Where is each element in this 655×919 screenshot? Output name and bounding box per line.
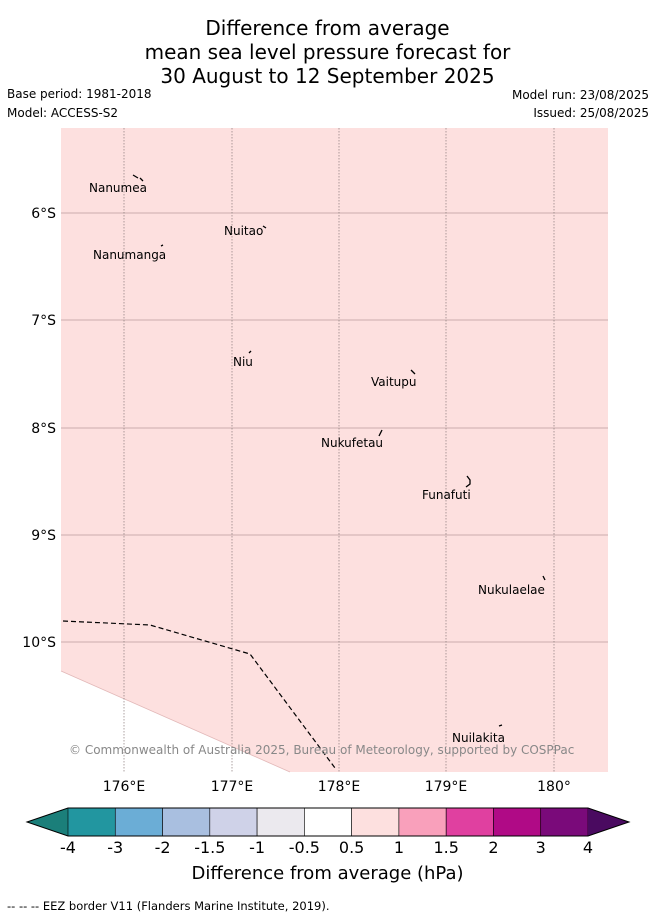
label-nanumea: Nanumea (89, 181, 147, 195)
colorbar-tick-label: 4 (583, 838, 593, 857)
colorbar-extend-low (27, 808, 68, 836)
lon-label-178e: 178°E (318, 779, 361, 795)
model-run: Model run: 23/08/2025 (511, 88, 649, 102)
latitude-gridlines (61, 212, 608, 643)
lat-label-8s: 8°S (31, 421, 56, 437)
lon-label-177e: 177°E (211, 779, 254, 795)
colorbar-segments (67, 807, 589, 837)
map-panel: Nanumea Nuitao Nanumanga Niu Vaitupu Nuk… (60, 128, 608, 773)
issued-date: Issued: 25/08/2025 (533, 106, 649, 120)
island-nukulaelae (542, 575, 546, 581)
colorbar-segment (114, 807, 163, 837)
colorbar: -4 -3 -2 -1.5 -1 -0.5 0.5 1 1.5 2 3 4 (25, 807, 631, 857)
colorbar-tick-label: -1.5 (194, 838, 225, 857)
colorbar-segment (209, 807, 258, 837)
colorbar-tick-label: 2 (488, 838, 498, 857)
model-name: Model: ACCESS-S2 (7, 106, 119, 120)
colorbar-segment (493, 807, 542, 837)
island-nukufetau (378, 429, 383, 437)
label-nuilakita: Nuilakita (452, 731, 505, 745)
colorbar-tick-label: 0.5 (339, 838, 364, 857)
pressure-field (61, 128, 608, 772)
title-line-2: mean sea level pressure forecast for (144, 40, 511, 64)
colorbar-tick-label: 3 (536, 838, 546, 857)
colorbar-segment (540, 807, 589, 837)
lat-label-7s: 7°S (31, 313, 56, 329)
island-nuilakita (498, 724, 503, 727)
colorbar-tick-label: -4 (60, 838, 76, 857)
island-nuitao (262, 225, 267, 229)
lon-label-179e: 179°E (425, 779, 468, 795)
label-nukufetau: Nukufetau (321, 436, 383, 450)
colorbar-tick-label: -3 (107, 838, 123, 857)
island-niu (248, 350, 252, 354)
colorbar-tick-labels: -4 -3 -2 -1.5 -1 -0.5 0.5 1 1.5 2 3 4 (60, 838, 593, 857)
colorbar-segment (67, 807, 116, 837)
copyright-notice: © Commonwealth of Australia 2025, Bureau… (69, 743, 574, 757)
place-labels: Nanumea Nuitao Nanumanga Niu Vaitupu Nuk… (89, 181, 545, 745)
colorbar-segment (398, 807, 447, 837)
lon-label-176e: 176°E (103, 779, 146, 795)
islands (132, 174, 546, 727)
label-nukulaelae: Nukulaelae (478, 583, 545, 597)
base-period: Base period: 1981-2018 (7, 87, 152, 101)
label-niu: Niu (233, 355, 253, 369)
lat-label-6s: 6°S (31, 206, 56, 222)
eez-border (62, 620, 336, 769)
lat-label-10s: 10°S (22, 635, 56, 651)
label-nanumanga: Nanumanga (93, 248, 166, 262)
island-nanumea (132, 174, 144, 182)
colorbar-outline (25, 807, 631, 837)
longitude-gridlines (123, 128, 555, 772)
label-funafuti: Funafuti (422, 488, 471, 502)
map-title: Difference from average mean sea level p… (0, 16, 655, 88)
longitude-labels: 176°E 177°E 178°E 179°E 180° (103, 779, 571, 795)
title-line-1: Difference from average (205, 16, 450, 40)
lon-label-180: 180° (537, 779, 571, 795)
colorbar-segment (304, 807, 352, 837)
island-nanumanga (160, 244, 164, 247)
latitude-labels: 6°S 7°S 8°S 9°S 10°S (22, 206, 56, 651)
colorbar-extend-high (588, 808, 629, 836)
colorbar-segment (351, 807, 400, 837)
colorbar-tick-label: -1 (249, 838, 265, 857)
colorbar-tick-label: 1.5 (433, 838, 458, 857)
colorbar-segment (445, 807, 494, 837)
island-funafuti (465, 475, 471, 488)
colorbar-segment (256, 807, 305, 837)
title-line-3: 30 August to 12 September 2025 (160, 64, 495, 88)
label-nuitao: Nuitao (224, 224, 263, 238)
label-vaitupu: Vaitupu (371, 375, 417, 389)
colorbar-segment (162, 807, 211, 837)
colorbar-tick-label: -2 (155, 838, 171, 857)
island-vaitupu (410, 369, 416, 375)
eez-legend-note: -- -- -- EEZ border V11 (Flanders Marine… (7, 899, 330, 913)
field-edge (60, 670, 291, 773)
colorbar-tick-label: -0.5 (289, 838, 320, 857)
colorbar-title: Difference from average (hPa) (191, 863, 464, 884)
lat-label-9s: 9°S (31, 528, 56, 544)
colorbar-tick-label: 1 (394, 838, 404, 857)
